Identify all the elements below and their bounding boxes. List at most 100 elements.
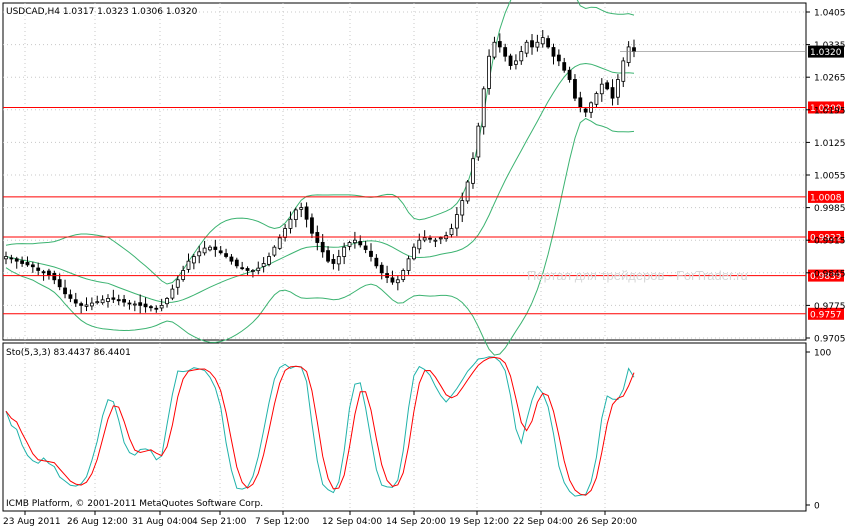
stoch-header: Sto(5,3,3) 83.4437 86.4401 [6, 348, 131, 358]
candle-body [471, 158, 475, 184]
candle-body [492, 41, 497, 58]
footer-copyright: ICMB Platform, © 2001-2011 MetaQuotes So… [6, 499, 263, 509]
candle-body [487, 55, 491, 89]
current-price-label: 1.0320 [810, 48, 842, 58]
stoch-tick-label: 0 [814, 502, 820, 512]
candle-body [331, 258, 336, 264]
candle-body [460, 200, 465, 216]
candle-body [175, 279, 180, 288]
candle-body [111, 297, 116, 300]
bb-middle-line [5, 62, 635, 304]
bollinger-bands [5, 0, 635, 356]
candle-body [615, 79, 620, 98]
bb-upper-line [5, 0, 635, 285]
candle-body [267, 256, 271, 265]
candle-body [293, 209, 298, 220]
candle-body [514, 60, 518, 65]
candle-body [9, 257, 14, 260]
candle-body [224, 253, 228, 257]
y-tick-label: 1.0195 [814, 106, 845, 116]
candle-body [4, 256, 8, 260]
candle-body [626, 46, 631, 63]
candle-body [326, 250, 330, 262]
candle-body [197, 251, 202, 257]
candle-body [288, 218, 293, 229]
candle-body [52, 273, 57, 281]
candle-body [202, 247, 207, 254]
candle-body [610, 87, 615, 99]
candle-body [299, 207, 304, 210]
candle-body [530, 40, 534, 48]
x-tick-label: 12 Sep 04:00 [322, 517, 382, 527]
candle-body [251, 270, 255, 272]
candle-body [336, 256, 341, 265]
candle-body [369, 250, 373, 257]
candle-body [256, 267, 261, 272]
candle-body [363, 245, 368, 250]
candle-body [261, 263, 266, 267]
main-header: USDCAD,H4 1.0317 1.0323 1.0306 1.0320 [6, 7, 198, 17]
x-tick-label: 26 Aug 12:00 [67, 517, 128, 527]
candle-body [213, 246, 218, 250]
x-tick-label: 7 Sep 12:00 [255, 517, 310, 527]
grid-lines [3, 3, 806, 511]
candle-body [127, 302, 132, 305]
candle-body [181, 270, 186, 280]
candle-body [546, 38, 551, 48]
candle-body [497, 41, 502, 48]
stoch-main-line [5, 356, 635, 497]
candle-body [14, 258, 19, 262]
candle-body [170, 288, 175, 299]
x-tick-label: 26 Sep 20:00 [577, 517, 637, 527]
x-tick-label: 14 Sep 20:00 [386, 517, 446, 527]
candle-body [165, 298, 169, 305]
candle-body [374, 257, 379, 267]
candle-body [352, 239, 357, 244]
x-tick-label: 22 Sep 04:00 [513, 517, 573, 527]
candle-body [401, 270, 406, 280]
candle-body [218, 250, 223, 254]
level-tag [808, 230, 844, 243]
candle-body [30, 264, 35, 268]
candle-body [122, 299, 126, 303]
candle-body [41, 271, 46, 274]
bb-lower-line [5, 117, 635, 356]
candle-body [84, 304, 89, 307]
x-tick-label: 4 Sep 21:00 [192, 517, 247, 527]
candle-body [578, 97, 583, 108]
candle-body [20, 260, 25, 264]
candle-body [149, 306, 153, 309]
candle-body [310, 217, 314, 234]
level-tag [808, 190, 844, 203]
candle-body [138, 302, 143, 306]
candle-body [132, 303, 137, 306]
candle-body [599, 83, 604, 95]
candles [4, 30, 636, 314]
candle-body [320, 241, 325, 253]
y-tick-label: 0.9775 [814, 302, 845, 312]
level-tag [808, 101, 844, 114]
candle-body [315, 232, 320, 243]
y-tick-label: 0.9845 [814, 269, 845, 279]
candle-body [347, 242, 352, 247]
candle-body [283, 228, 288, 238]
candle-body [89, 302, 94, 307]
candle-body [229, 256, 234, 262]
candle-body [621, 60, 626, 82]
candle-body [417, 239, 422, 250]
y-tick-label: 1.0405 [814, 9, 845, 19]
candle-body [25, 262, 30, 266]
stochastic-axis: 100 0 [806, 349, 831, 512]
candle-body [476, 125, 481, 158]
x-tick-label: 31 Aug 04:00 [132, 517, 193, 527]
stoch-signal-line [5, 356, 635, 496]
level-label: 0.9922 [810, 233, 842, 243]
candle-body [465, 181, 470, 202]
candle-body [277, 237, 282, 249]
x-tick-label: 23 Aug 2011 [3, 517, 61, 527]
candle-body [304, 206, 309, 220]
candle-body [503, 47, 508, 57]
candle-body [567, 69, 572, 80]
candle-body [100, 299, 105, 304]
candle-body [245, 268, 250, 271]
